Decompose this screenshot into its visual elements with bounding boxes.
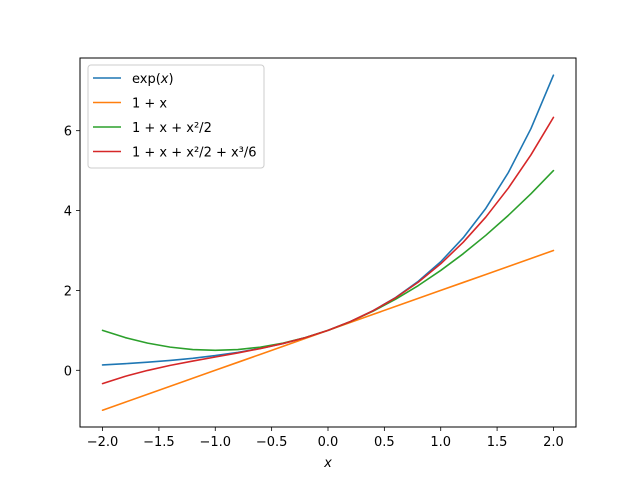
- y-tick-label: 4: [64, 205, 72, 220]
- x-tick-label: −1.0: [199, 435, 231, 450]
- x-tick-label: 0.0: [318, 435, 339, 450]
- series-line-3: [101, 116, 555, 385]
- x-axis-label: x: [323, 456, 332, 471]
- x-tick-label: 1.0: [430, 435, 451, 450]
- x-tick-label: −2.0: [87, 435, 119, 450]
- x-tick-label: −0.5: [256, 435, 288, 450]
- legend-label-3: 1 + x + x²/2 + x³/6: [132, 146, 257, 161]
- legend-label-1: 1 + x: [132, 97, 167, 112]
- legend: exp(x) 1 + x 1 + x + x²/2 1 + x + x²/2 + x³…: [87, 64, 265, 169]
- y-axis: 0 2 4 6: [64, 125, 80, 379]
- x-tick-label: 2.0: [543, 435, 564, 450]
- x-axis: −2.0 −1.5 −1.0 −0.5 0.0 0.5 1.0 1.5 2.0: [87, 427, 564, 450]
- legend-label-0: exp(x): [132, 72, 174, 87]
- x-tick-label: 1.5: [487, 435, 508, 450]
- x-tick-label: −1.5: [143, 435, 175, 450]
- plot-area: [101, 74, 555, 412]
- legend-label-2: 1 + x + x²/2: [132, 121, 212, 136]
- x-tick-label: 0.5: [374, 435, 395, 450]
- y-tick-label: 0: [64, 364, 72, 379]
- axes-frame: [79, 57, 577, 428]
- y-tick-label: 6: [64, 125, 72, 140]
- y-tick-label: 2: [64, 284, 72, 299]
- legend-box: [87, 64, 265, 169]
